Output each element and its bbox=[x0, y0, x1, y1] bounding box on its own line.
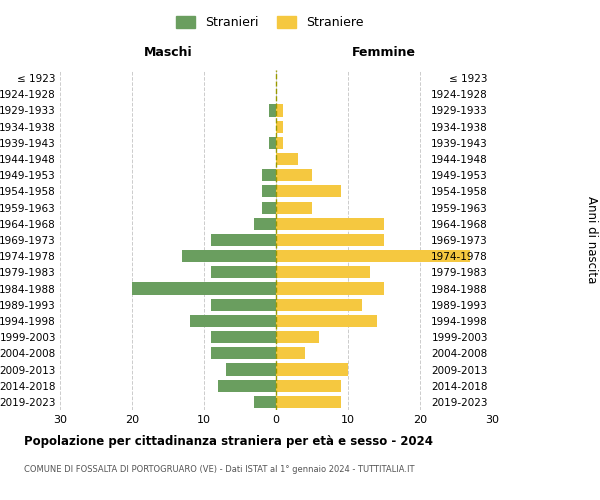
Bar bbox=[262, 202, 276, 213]
Bar bbox=[276, 169, 312, 181]
Bar bbox=[276, 218, 384, 230]
Bar bbox=[211, 266, 276, 278]
Bar bbox=[269, 137, 276, 149]
Bar bbox=[276, 380, 341, 392]
Bar bbox=[276, 364, 348, 376]
Bar bbox=[182, 250, 276, 262]
Text: Anni di nascita: Anni di nascita bbox=[584, 196, 598, 284]
Bar bbox=[211, 331, 276, 343]
Bar bbox=[276, 120, 283, 132]
Bar bbox=[276, 250, 470, 262]
Bar bbox=[276, 104, 283, 117]
Bar bbox=[211, 234, 276, 246]
Bar bbox=[254, 218, 276, 230]
Bar bbox=[226, 364, 276, 376]
Bar bbox=[276, 137, 283, 149]
Bar bbox=[254, 396, 276, 408]
Bar bbox=[190, 315, 276, 327]
Bar bbox=[218, 380, 276, 392]
Bar bbox=[276, 266, 370, 278]
Bar bbox=[276, 153, 298, 165]
Bar bbox=[276, 315, 377, 327]
Bar bbox=[276, 186, 341, 198]
Text: COMUNE DI FOSSALTA DI PORTOGRUARO (VE) - Dati ISTAT al 1° gennaio 2024 - TUTTITA: COMUNE DI FOSSALTA DI PORTOGRUARO (VE) -… bbox=[24, 465, 415, 474]
Bar bbox=[262, 169, 276, 181]
Bar bbox=[132, 282, 276, 294]
Legend: Stranieri, Straniere: Stranieri, Straniere bbox=[172, 11, 368, 34]
Bar bbox=[276, 331, 319, 343]
Text: Femmine: Femmine bbox=[352, 46, 416, 59]
Bar bbox=[276, 396, 341, 408]
Bar bbox=[276, 348, 305, 360]
Text: Maschi: Maschi bbox=[143, 46, 193, 59]
Bar bbox=[276, 234, 384, 246]
Bar bbox=[211, 348, 276, 360]
Bar bbox=[211, 298, 276, 311]
Bar bbox=[276, 202, 312, 213]
Bar bbox=[269, 104, 276, 117]
Bar bbox=[262, 186, 276, 198]
Bar bbox=[276, 298, 362, 311]
Text: Popolazione per cittadinanza straniera per età e sesso - 2024: Popolazione per cittadinanza straniera p… bbox=[24, 435, 433, 448]
Bar bbox=[276, 282, 384, 294]
